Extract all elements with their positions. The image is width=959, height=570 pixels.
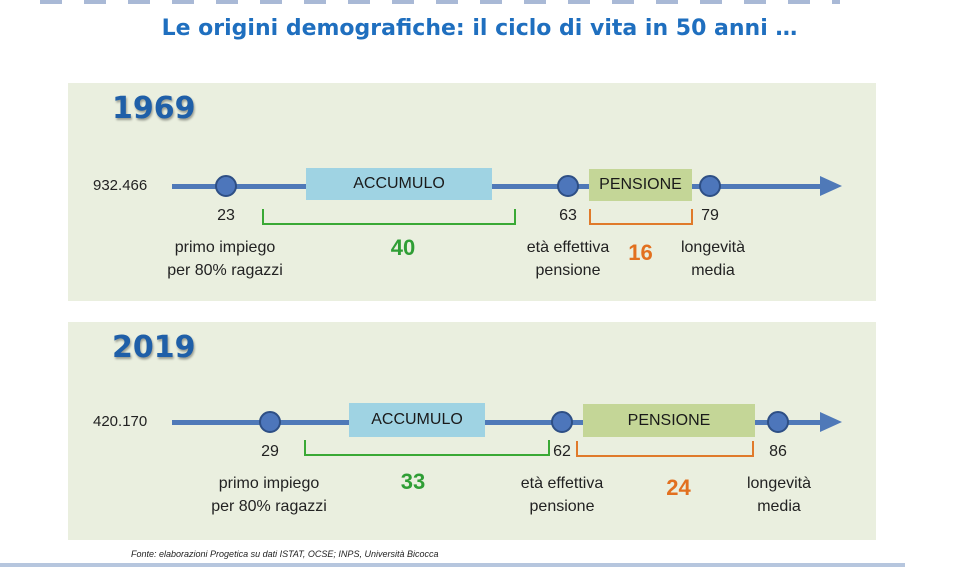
- longevity-label-line-1: longevità: [680, 239, 746, 256]
- pensione-phase-box: PENSIONE: [589, 169, 692, 201]
- start-age-label: primo impiego per 80% ragazzi: [184, 472, 354, 518]
- timeline-line: [172, 184, 822, 189]
- start-label-line-2: per 80% ragazzi: [211, 498, 327, 515]
- longevity-age-value: 86: [769, 443, 787, 460]
- bottom-divider: [0, 563, 905, 567]
- timeline-arrow-icon: [820, 412, 842, 432]
- start-age-value: 29: [261, 443, 279, 460]
- accumulo-bracket: [304, 440, 550, 456]
- accumulo-phase-box: ACCUMULO: [349, 403, 485, 437]
- pensione-phase-box: PENSIONE: [583, 404, 755, 437]
- panel-2019: 2019 420.170 ACCUMULO PENSIONE 29 62 86 …: [68, 322, 876, 540]
- start-age-dot: [259, 411, 281, 433]
- timeline-arrow-icon: [820, 176, 842, 196]
- longevity-label-line-2: media: [757, 498, 801, 515]
- retirement-age-label: età effettiva pensione: [497, 472, 627, 518]
- retirement-age-label: età effettiva pensione: [503, 236, 633, 282]
- pensione-bracket: [576, 441, 754, 457]
- retirement-age-dot: [551, 411, 573, 433]
- longevity-age-dot: [767, 411, 789, 433]
- accumulo-years: 40: [390, 235, 416, 260]
- retirement-label-line-1: età effettiva: [520, 475, 604, 492]
- panel-year: 2019: [112, 330, 196, 365]
- panel-1969: 1969 932.466 ACCUMULO PENSIONE 23 63 79 …: [68, 83, 876, 301]
- start-age-label: primo impiego per 80% ragazzi: [140, 236, 310, 282]
- pensione-bracket: [589, 209, 693, 225]
- retirement-label-line-2: pensione: [535, 262, 601, 279]
- start-age-value: 23: [217, 207, 235, 224]
- retirement-age-dot: [557, 175, 579, 197]
- retirement-label-line-2: pensione: [529, 498, 595, 515]
- start-label-line-2: per 80% ragazzi: [167, 262, 283, 279]
- accumulo-years: 33: [400, 469, 426, 494]
- start-label-line-1: primo impiego: [218, 475, 320, 492]
- top-decorative-dashes: [40, 0, 840, 4]
- retirement-age-value: 62: [553, 443, 571, 460]
- accumulo-phase-box: ACCUMULO: [306, 168, 492, 200]
- longevity-age-dot: [699, 175, 721, 197]
- longevity-label-line-1: longevità: [746, 475, 812, 492]
- pensione-years: 24: [666, 475, 691, 500]
- longevity-age-label: longevità media: [663, 236, 763, 282]
- page-title: Le origini demografiche: il ciclo di vit…: [161, 16, 798, 41]
- panel-year: 1969: [112, 91, 196, 126]
- population-value: 420.170: [93, 413, 148, 430]
- accumulo-bracket: [262, 209, 516, 225]
- start-label-line-1: primo impiego: [174, 239, 276, 256]
- timeline-line: [172, 420, 822, 425]
- retirement-label-line-1: età effettiva: [526, 239, 610, 256]
- longevity-label-line-2: media: [691, 262, 735, 279]
- longevity-age-value: 79: [701, 207, 719, 224]
- source-note: Fonte: elaborazioni Progetica su dati IS…: [131, 549, 439, 559]
- start-age-dot: [215, 175, 237, 197]
- longevity-age-label: longevità media: [729, 472, 829, 518]
- population-value: 932.466: [93, 177, 148, 194]
- pensione-years: 16: [628, 240, 653, 265]
- retirement-age-value: 63: [559, 207, 577, 224]
